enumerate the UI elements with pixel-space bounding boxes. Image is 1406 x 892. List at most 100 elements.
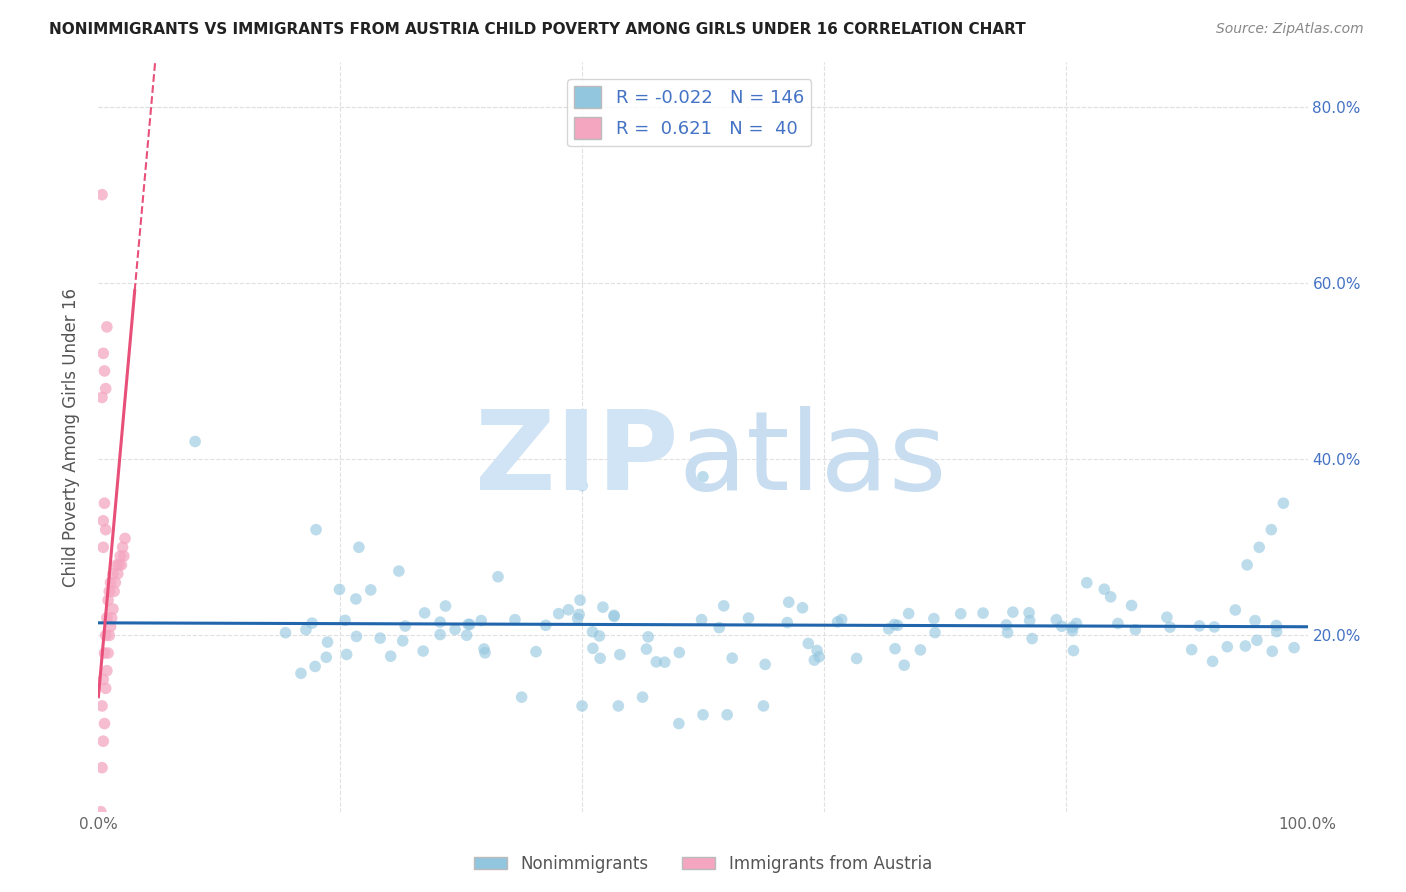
Point [457,617,479,632]
Point [1121,599,1143,613]
Point [305,523,328,537]
Point [101,602,124,616]
Point [394,619,416,633]
Point [668,645,690,659]
Point [503,613,526,627]
Point [1261,644,1284,658]
Point [184,434,207,449]
Point [1249,541,1271,555]
Point [1076,575,1098,590]
Point [752,698,775,713]
Point [636,642,658,657]
Point [474,646,496,660]
Point [754,657,776,672]
Point [1062,624,1084,638]
Point [107,566,129,581]
Point [1018,606,1040,620]
Point [91,673,114,687]
Point [97,593,120,607]
Point [91,514,114,528]
Point [737,611,759,625]
Point [328,582,350,597]
Point [1062,620,1084,634]
Point [581,624,603,639]
Point [592,600,614,615]
Point [1272,496,1295,510]
Point [1216,640,1239,654]
Point [609,648,631,662]
Point [547,607,569,621]
Point [603,609,626,624]
Point [316,635,339,649]
Point [972,606,994,620]
Point [692,707,714,722]
Point [110,558,132,572]
Point [344,629,367,643]
Point [886,618,908,632]
Point [1234,639,1257,653]
Point [103,584,125,599]
Point [94,523,117,537]
Point [588,629,610,643]
Legend: R = -0.022   N = 146, R =  0.621   N =  40: R = -0.022 N = 146, R = 0.621 N = 40 [567,79,811,146]
Point [336,648,359,662]
Point [413,606,436,620]
Point [444,623,467,637]
Point [883,617,905,632]
Point [456,628,478,642]
Point [111,541,134,555]
Point [315,650,337,665]
Text: Source: ZipAtlas.com: Source: ZipAtlas.com [1216,22,1364,37]
Point [1225,603,1247,617]
Point [333,613,356,627]
Point [100,619,122,633]
Point [472,642,495,657]
Point [388,564,411,578]
Point [716,707,738,722]
Point [845,651,868,665]
Point [91,541,114,555]
Point [108,549,131,563]
Point [96,611,118,625]
Point [924,625,946,640]
Point [100,611,122,625]
Point [1246,633,1268,648]
Point [429,627,451,641]
Point [690,613,713,627]
Point [434,599,457,613]
Point [922,612,945,626]
Point [290,666,312,681]
Point [1159,620,1181,634]
Point [295,623,318,637]
Point [1201,654,1223,668]
Point [603,608,626,623]
Point [1018,614,1040,628]
Point [1282,640,1305,655]
Point [877,622,900,636]
Point [510,690,533,705]
Point [1045,613,1067,627]
Point [721,651,744,665]
Point [571,478,593,492]
Point [91,734,114,748]
Point [1092,582,1115,597]
Point [97,646,120,660]
Point [1188,619,1211,633]
Point [91,391,114,405]
Point [429,615,451,629]
Point [1156,610,1178,624]
Point [412,644,434,658]
Legend: Nonimmigrants, Immigrants from Austria: Nonimmigrants, Immigrants from Austria [467,848,939,880]
Point [94,382,117,396]
Text: NONIMMIGRANTS VS IMMIGRANTS FROM AUSTRIA CHILD POVERTY AMONG GIRLS UNDER 16 CORR: NONIMMIGRANTS VS IMMIGRANTS FROM AUSTRIA… [49,22,1026,37]
Point [1244,614,1267,628]
Point [797,636,820,650]
Point [274,625,297,640]
Point [93,716,115,731]
Point [1181,642,1204,657]
Point [949,607,972,621]
Point [692,469,714,483]
Point [806,643,828,657]
Point [91,761,114,775]
Text: atlas: atlas [679,406,948,513]
